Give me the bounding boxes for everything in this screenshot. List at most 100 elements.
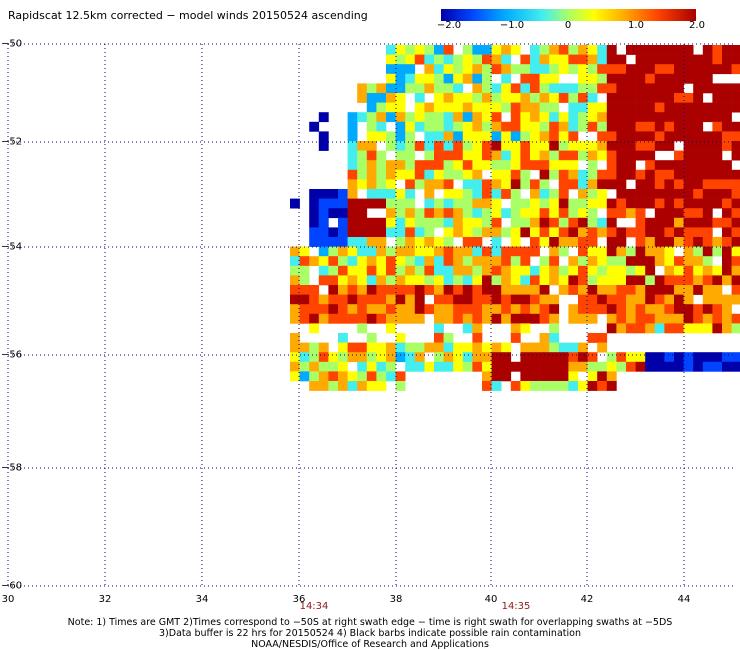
wind-cell (549, 45, 560, 55)
wind-cell (568, 265, 579, 276)
x-tick-label: 34 (195, 594, 209, 605)
x-tick-label: 30 (1, 594, 15, 605)
wind-cell (424, 54, 435, 65)
wind-cell (510, 141, 521, 151)
wind-cell (501, 313, 512, 324)
wind-cell (510, 64, 521, 75)
wind-cell (318, 256, 329, 267)
wind-cell (501, 150, 512, 161)
wind-cell (357, 275, 368, 286)
wind-cell (674, 160, 684, 171)
wind-cell (635, 227, 646, 238)
wind-cell (414, 73, 425, 84)
wind-cell (645, 45, 656, 55)
wind-cell (606, 217, 617, 228)
wind-cell (338, 208, 348, 219)
wind-cell (501, 54, 512, 65)
wind-cell (443, 83, 454, 94)
wind-cell (722, 141, 732, 151)
wind-cell (395, 237, 406, 247)
wind-cell (539, 256, 550, 267)
colorbar-tick: −2.0 (436, 20, 462, 31)
wind-cell (520, 342, 531, 353)
wind-cell (501, 169, 512, 180)
wind-cell (482, 189, 492, 199)
wind-cell (606, 64, 617, 75)
wind-cell (530, 217, 540, 228)
wind-cell (472, 304, 483, 315)
wind-cell (414, 121, 425, 132)
wind-cell (530, 189, 540, 199)
y-tick-label: −52 (1, 136, 23, 148)
wind-cell (366, 189, 377, 199)
wind-cell (405, 208, 416, 219)
wind-cell (414, 93, 425, 103)
wind-cell (376, 169, 387, 180)
wind-cell (395, 381, 406, 391)
wind-cell (693, 64, 704, 75)
wind-cell (472, 73, 483, 84)
wind-cell (683, 73, 694, 84)
wind-cell (299, 342, 310, 353)
wind-cell (434, 179, 444, 190)
wind-cell (309, 208, 320, 219)
wind-cell (386, 227, 396, 238)
wind-cell (453, 256, 464, 267)
wind-cell (654, 227, 665, 238)
wind-cell (491, 227, 502, 238)
wind-cell (376, 189, 387, 199)
wind-cell (424, 256, 435, 267)
wind-cell (290, 361, 300, 372)
wind-cell (443, 227, 454, 238)
wind-cell (722, 83, 732, 94)
wind-cell (347, 313, 358, 324)
wind-cell (443, 217, 454, 228)
wind-cell (606, 361, 617, 372)
wind-cell (482, 54, 492, 65)
wind-cell (482, 160, 492, 171)
wind-cell (290, 371, 300, 382)
wind-cell (549, 246, 560, 257)
wind-cell (338, 265, 348, 276)
wind-cell (722, 45, 732, 55)
wind-cell (338, 371, 348, 382)
wind-cell (683, 275, 694, 286)
wind-cell (645, 265, 656, 276)
wind-cell (453, 361, 464, 372)
wind-cell (578, 342, 588, 353)
wind-cell (424, 160, 435, 171)
wind-cell (645, 83, 656, 94)
wind-cell (386, 256, 396, 267)
wind-cell (357, 352, 368, 363)
wind-cell (578, 227, 588, 238)
wind-cell (328, 227, 339, 238)
wind-cell (443, 141, 454, 151)
wind-cell (472, 179, 483, 190)
wind-cell (443, 237, 454, 247)
wind-cell (491, 169, 502, 180)
wind-cell (674, 323, 684, 334)
wind-cell (654, 83, 665, 94)
wind-cell (606, 237, 617, 247)
wind-cell (530, 265, 540, 276)
wind-cell (395, 141, 406, 151)
wind-cell (462, 275, 473, 286)
wind-cell (347, 294, 358, 305)
wind-cell (395, 54, 406, 65)
wind-cell (722, 352, 732, 363)
wind-cell (549, 102, 560, 113)
wind-cell (501, 227, 512, 238)
wind-cell (510, 112, 521, 123)
wind-cell (434, 112, 444, 123)
wind-cell (539, 265, 550, 276)
y-tick-label: −50 (1, 38, 23, 50)
colorbar (441, 9, 696, 21)
wind-cell (357, 83, 368, 94)
wind-cell (702, 45, 713, 55)
wind-cell (722, 256, 732, 267)
wind-cell (338, 246, 348, 257)
wind-cell (462, 54, 473, 65)
wind-cell (722, 237, 732, 247)
wind-cell (654, 102, 665, 113)
wind-cell (318, 275, 329, 286)
